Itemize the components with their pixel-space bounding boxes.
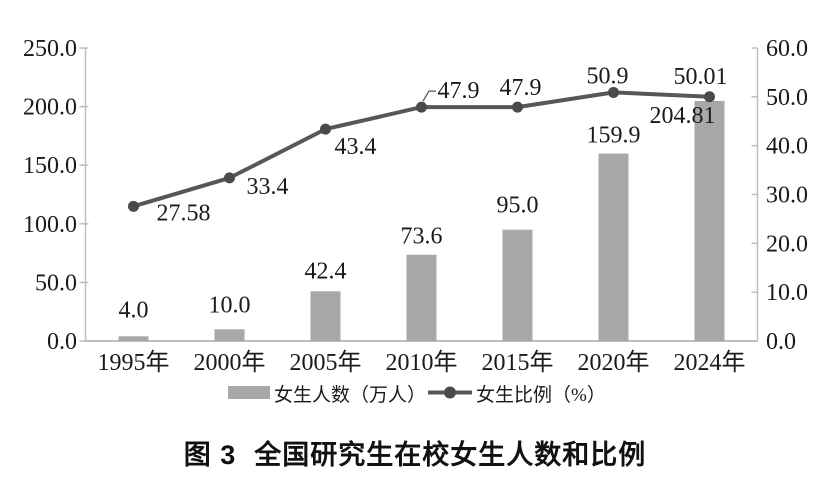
line-value-label: 47.9 [500, 75, 542, 101]
bar-value-label: 42.4 [305, 258, 347, 284]
bar-value-label: 95.0 [497, 193, 539, 219]
legend-line-label: 女生比例（%） [476, 384, 606, 406]
line-point-1995年 [128, 200, 139, 212]
line-value-label: 43.4 [335, 134, 377, 160]
right-axis-tick-label: 60.0 [766, 36, 808, 62]
line-point-2024年 [704, 91, 715, 103]
line-value-label: 47.9 [438, 78, 480, 104]
figure-caption-prefix: 图 3 [183, 440, 237, 470]
right-axis-tick-label: 20.0 [766, 231, 808, 257]
bar-1995年 [118, 336, 149, 341]
bar-value-label: 204.81 [650, 103, 716, 129]
line-point-2000年 [224, 172, 235, 184]
line-value-label: 50.01 [674, 64, 728, 90]
line-point-2015年 [512, 101, 523, 113]
legend-bar-swatch [228, 386, 270, 399]
x-axis-category-label: 2015年 [482, 349, 554, 376]
bar-2005年 [310, 291, 341, 341]
right-axis-tick-label: 10.0 [766, 280, 808, 306]
right-axis-tick-label: 40.0 [766, 134, 808, 160]
figure-caption: 图 3 全国研究生在校女生人数和比例 [0, 433, 830, 472]
left-axis-tick-label: 150.0 [23, 153, 77, 179]
bar-value-label: 73.6 [401, 224, 443, 250]
legend-bar-label: 女生人数（万人） [274, 384, 426, 406]
left-axis-tick-label: 0.0 [47, 329, 77, 355]
left-axis-tick-label: 50.0 [35, 270, 77, 296]
bar-value-label: 159.9 [587, 123, 641, 149]
line-point-2005年 [320, 123, 331, 135]
bar-2000年 [214, 329, 245, 341]
line-point-2020年 [608, 86, 619, 98]
x-axis-category-label: 1995年 [98, 349, 170, 376]
line-value-label: 50.9 [587, 63, 629, 89]
line-point-2010年 [416, 101, 427, 113]
bar-2010年 [406, 254, 437, 341]
label-leader-line [422, 90, 436, 102]
left-axis-tick-label: 200.0 [23, 95, 77, 121]
bar-value-label: 4.0 [119, 297, 149, 323]
bar-2015年 [502, 229, 533, 341]
right-axis-tick-label: 30.0 [766, 183, 808, 209]
x-axis-category-label: 2024年 [674, 349, 746, 376]
x-axis-category-label: 2000年 [194, 349, 266, 376]
bar-2024年 [694, 100, 725, 341]
line-value-label: 33.4 [247, 174, 289, 200]
legend-line-marker [444, 386, 456, 399]
bar-2020年 [598, 153, 629, 341]
right-axis-tick-label: 50.0 [766, 85, 808, 111]
combo-chart: 0.0 50.0 100.0 150.0 200.0 250.0 0.0 10.0 20.0 30… [23, 36, 808, 406]
right-axis-tick-label: 0.0 [766, 329, 796, 355]
x-axis-category-label: 2005年 [290, 349, 362, 376]
left-axis-tick-label: 250.0 [23, 36, 77, 62]
bar-value-label: 10.0 [209, 292, 251, 318]
left-axis-tick-label: 100.0 [23, 212, 77, 238]
figure-caption-title: 全国研究生在校女生人数和比例 [254, 440, 647, 470]
x-axis-category-label: 2010年 [386, 349, 458, 376]
line-value-label: 27.58 [157, 200, 211, 226]
x-axis-category-label: 2020年 [578, 349, 650, 376]
